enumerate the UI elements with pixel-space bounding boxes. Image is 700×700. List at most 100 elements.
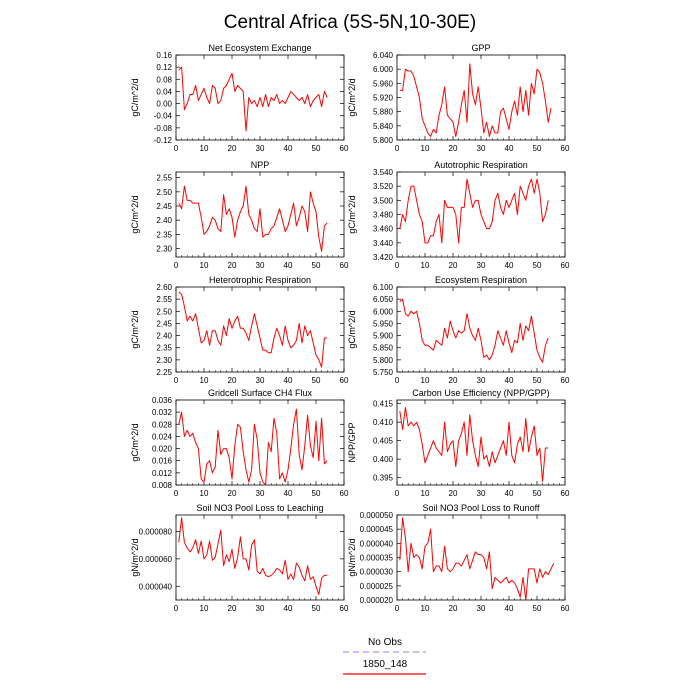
x-tick-label: 0 bbox=[395, 261, 400, 270]
x-tick-label: 50 bbox=[312, 489, 321, 498]
y-tick-label: 0.036 bbox=[152, 396, 173, 405]
y-tick-label: 0.000040 bbox=[360, 539, 394, 548]
x-tick-label: 30 bbox=[256, 261, 265, 270]
y-tick-label: -0.12 bbox=[154, 136, 173, 145]
y-tick-label: 0.000020 bbox=[360, 596, 394, 605]
y-axis-label: gC/m^2/d bbox=[130, 310, 140, 348]
panel-net-ecosystem-exchange: Net Ecosystem Exchange gC/m^2/d 0 10 20 30 40 5… bbox=[130, 43, 349, 153]
x-tick-label: 50 bbox=[533, 489, 542, 498]
y-tick-label: 5.850 bbox=[373, 344, 394, 353]
x-tick-label: 20 bbox=[228, 604, 237, 613]
x-tick-label: 40 bbox=[284, 376, 293, 385]
panel-heterotrophic-respiration: Heterotrophic Respiration gC/m^2/d 0 10 20 30… bbox=[130, 275, 349, 385]
y-tick-label: -0.08 bbox=[154, 124, 173, 133]
y-tick-label: 0.000035 bbox=[360, 554, 394, 563]
panel-autotrophic-respiration: Autotrophic Respiration gC/m^2/d 0 10 20 30 40… bbox=[347, 160, 570, 270]
legend-label-1850-148: 1850_148 bbox=[363, 659, 408, 670]
y-tick-label: 2.25 bbox=[156, 368, 172, 377]
x-tick-label: 20 bbox=[449, 604, 458, 613]
y-axis-label: gC/m^2/d bbox=[130, 78, 140, 116]
x-tick-label: 30 bbox=[477, 489, 486, 498]
x-tick-label: 20 bbox=[228, 489, 237, 498]
y-tick-label: 0.415 bbox=[373, 400, 394, 409]
panel-npp: NPP gC/m^2/d 0 10 20 30 40 50 60 2.30 2.35 2.40 2.45… bbox=[130, 160, 349, 270]
panel-title: Soil NO3 Pool Loss to Leaching bbox=[196, 503, 323, 513]
y-tick-label: 2.50 bbox=[156, 307, 172, 316]
x-tick-label: 50 bbox=[312, 604, 321, 613]
y-tick-label: 2.45 bbox=[156, 319, 172, 328]
y-tick-label: 0.024 bbox=[152, 432, 173, 441]
x-tick-label: 30 bbox=[256, 604, 265, 613]
y-tick-label: 2.35 bbox=[156, 344, 172, 353]
y-axis-label: gN/m^2/d bbox=[347, 538, 357, 576]
y-tick-label: 5.840 bbox=[373, 122, 394, 131]
y-tick-label: 3.500 bbox=[373, 196, 394, 205]
y-tick-label: 5.950 bbox=[373, 319, 394, 328]
y-axis-label: gC/m^2/d bbox=[347, 310, 357, 348]
figure-title: Central Africa (5S-5N,10-30E) bbox=[224, 12, 476, 33]
y-tick-label: 6.040 bbox=[373, 51, 394, 60]
y-tick-label: -0.04 bbox=[154, 112, 173, 121]
panel-gpp: GPP gC/m^2/d 0 10 20 30 40 50 60 5.800 5.840 5.880 5… bbox=[347, 43, 570, 153]
series-line bbox=[399, 406, 549, 482]
y-tick-label: 2.35 bbox=[156, 230, 172, 239]
x-tick-label: 10 bbox=[200, 376, 209, 385]
y-tick-label: 0.08 bbox=[156, 75, 172, 84]
x-tick-label: 10 bbox=[421, 261, 430, 270]
y-tick-label: 0.12 bbox=[156, 63, 172, 72]
x-tick-label: 10 bbox=[421, 604, 430, 613]
x-tick-label: 50 bbox=[312, 261, 321, 270]
x-tick-label: 0 bbox=[395, 489, 400, 498]
x-tick-label: 60 bbox=[340, 376, 349, 385]
panel-title: Net Ecosystem Exchange bbox=[208, 43, 311, 53]
y-tick-label: 3.420 bbox=[373, 253, 394, 262]
legend: No Obs 1850_148 bbox=[343, 637, 426, 675]
panel-soil-no3-pool-loss-to-runoff: Soil NO3 Pool Loss to Runoff gN/m^2/d 0 10 2… bbox=[347, 503, 570, 613]
x-tick-label: 30 bbox=[477, 144, 486, 153]
x-tick-label: 40 bbox=[505, 144, 514, 153]
y-tick-label: 0.000060 bbox=[139, 555, 173, 564]
x-tick-label: 0 bbox=[174, 261, 179, 270]
y-tick-label: 5.800 bbox=[373, 356, 394, 365]
y-tick-label: 2.50 bbox=[156, 188, 172, 197]
x-tick-label: 10 bbox=[421, 376, 430, 385]
y-tick-label: 2.40 bbox=[156, 332, 172, 341]
series-line bbox=[399, 517, 555, 601]
x-tick-label: 20 bbox=[228, 261, 237, 270]
y-tick-label: 0.016 bbox=[152, 457, 173, 466]
x-tick-label: 0 bbox=[395, 376, 400, 385]
y-tick-label: 0.000050 bbox=[360, 511, 394, 520]
y-tick-label: 2.60 bbox=[156, 283, 172, 292]
x-tick-label: 10 bbox=[200, 604, 209, 613]
x-tick-label: 60 bbox=[561, 604, 570, 613]
x-tick-label: 60 bbox=[561, 144, 570, 153]
panel-carbon-use-efficiency-npp-gpp: Carbon Use Efficiency (NPP/GPP) NPP/GPP 0 1… bbox=[347, 388, 570, 498]
y-tick-label: 0.008 bbox=[152, 481, 173, 490]
x-tick-label: 0 bbox=[395, 604, 400, 613]
x-tick-label: 60 bbox=[340, 604, 349, 613]
x-tick-label: 40 bbox=[284, 261, 293, 270]
y-tick-label: 5.920 bbox=[373, 94, 394, 103]
x-tick-label: 10 bbox=[200, 261, 209, 270]
panel-title: Soil NO3 Pool Loss to Runoff bbox=[423, 503, 540, 513]
x-tick-label: 50 bbox=[533, 144, 542, 153]
y-tick-label: 0.000045 bbox=[360, 525, 394, 534]
y-tick-label: 0.00 bbox=[156, 100, 172, 109]
x-tick-label: 40 bbox=[284, 604, 293, 613]
x-tick-label: 30 bbox=[477, 376, 486, 385]
x-tick-label: 40 bbox=[505, 261, 514, 270]
panel-title: Autotrophic Respiration bbox=[434, 160, 528, 170]
x-tick-label: 10 bbox=[200, 144, 209, 153]
series-line bbox=[399, 298, 549, 363]
x-tick-label: 0 bbox=[174, 489, 179, 498]
x-tick-label: 10 bbox=[200, 489, 209, 498]
panel-ecosystem-respiration: Ecosystem Respiration gC/m^2/d 0 10 20 30 40 50… bbox=[347, 275, 570, 385]
y-tick-label: 3.440 bbox=[373, 239, 394, 248]
series-line bbox=[178, 291, 328, 368]
x-tick-label: 50 bbox=[312, 376, 321, 385]
x-tick-label: 20 bbox=[449, 376, 458, 385]
chart-panels: Net Ecosystem Exchange gC/m^2/d 0 10 20 30 40 5… bbox=[130, 43, 570, 613]
x-tick-label: 60 bbox=[561, 261, 570, 270]
y-tick-label: 2.40 bbox=[156, 216, 172, 225]
